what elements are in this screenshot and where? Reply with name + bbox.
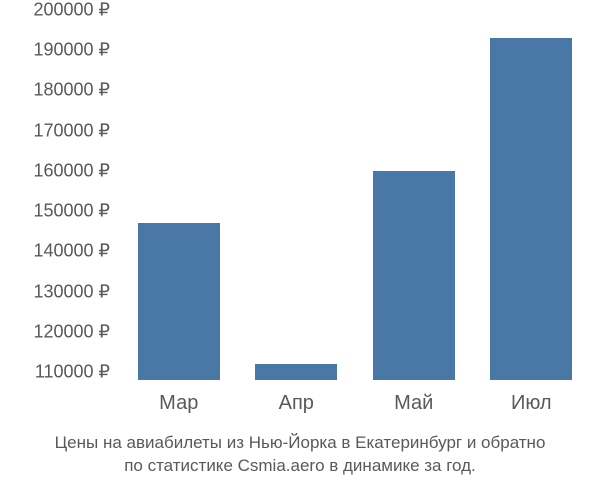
y-axis-tick: 110000 ₽ <box>35 361 120 382</box>
y-axis-tick: 180000 ₽ <box>33 80 120 101</box>
bar <box>138 223 220 380</box>
x-axis-tick: Июл <box>511 380 552 415</box>
bar <box>255 364 337 380</box>
plot-area: 110000 ₽120000 ₽130000 ₽140000 ₽150000 ₽… <box>120 10 590 380</box>
y-axis-tick: 170000 ₽ <box>33 120 120 141</box>
y-axis-tick: 160000 ₽ <box>33 160 120 181</box>
y-axis-tick: 130000 ₽ <box>33 281 120 302</box>
y-axis-tick: 120000 ₽ <box>33 321 120 342</box>
x-axis-tick: Май <box>394 380 433 415</box>
bar <box>490 38 572 380</box>
price-chart: 110000 ₽ 120000 ₽ 130000 ₽ 140000 ₽ 150000 ₽… <box>0 0 600 500</box>
y-axis-tick: 200000 ₽ <box>33 0 120 21</box>
y-axis-tick: 190000 ₽ <box>33 40 120 61</box>
caption-line-2: по статистике Csmia.aero в динамике за г… <box>0 455 600 478</box>
caption-line-1: Цены на авиабилеты из Нью-Йорка в Екатер… <box>0 432 600 455</box>
y-axis-tick: 150000 ₽ <box>33 201 120 222</box>
chart-caption: Цены на авиабилеты из Нью-Йорка в Екатер… <box>0 432 600 478</box>
x-axis-tick: Апр <box>279 380 314 415</box>
bar <box>373 171 455 380</box>
x-axis-tick: Мар <box>159 380 198 415</box>
y-axis-tick: 140000 ₽ <box>33 241 120 262</box>
